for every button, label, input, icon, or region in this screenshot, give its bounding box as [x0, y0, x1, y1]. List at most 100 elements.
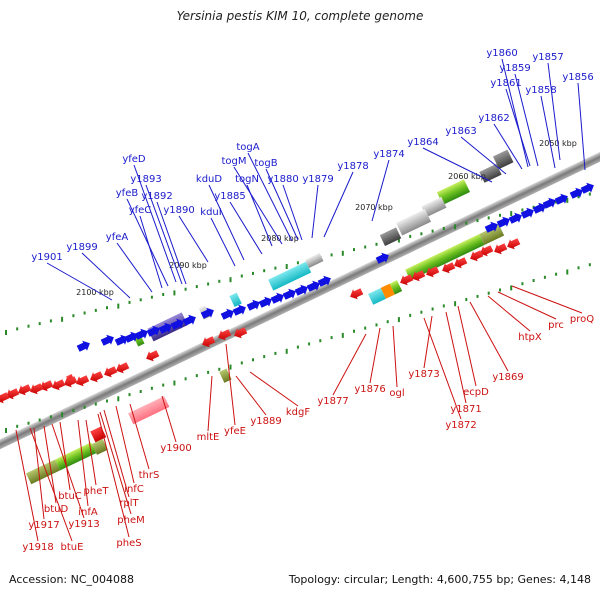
forward-gene-arrow	[554, 193, 568, 205]
gene-label-btuD: btuD	[44, 504, 69, 515]
forward-gene-arrow	[270, 292, 284, 304]
reverse-gene-arrow	[442, 262, 456, 274]
tick-mark	[420, 232, 423, 236]
forward-gene-arrow	[258, 296, 272, 308]
tick-mark	[94, 402, 97, 406]
callout-line	[247, 152, 293, 242]
tick-mark	[38, 322, 41, 326]
tick-mark	[184, 287, 187, 291]
gene-label-y1864: y1864	[407, 137, 438, 148]
scale-ticks	[5, 192, 591, 433]
tick-mark	[173, 380, 176, 386]
tick-mark	[308, 342, 311, 346]
tick-mark	[588, 263, 591, 267]
tick-mark	[38, 418, 41, 422]
tick-mark	[555, 200, 558, 204]
tick-mark	[566, 269, 569, 275]
forward-gene-arrow	[306, 280, 320, 292]
reverse-gene-arrow	[30, 383, 44, 395]
callout-line	[208, 184, 245, 261]
gene-label-y1857: y1857	[532, 52, 563, 63]
callout-line	[59, 421, 71, 491]
tick-mark	[431, 229, 434, 233]
tick-mark	[409, 234, 412, 238]
forward-gene-arrow	[508, 212, 522, 224]
tick-mark	[61, 412, 64, 418]
callout-line	[210, 217, 236, 267]
gene-label-htpX: htpX	[518, 332, 542, 343]
tick-mark	[139, 298, 142, 302]
tick-mark	[431, 307, 434, 311]
forward-gene-arrow	[200, 307, 214, 319]
callout-line	[493, 123, 523, 170]
forward-gene-arrow	[114, 334, 128, 346]
gene-label-y1917: y1917	[28, 520, 59, 531]
tick-mark	[330, 253, 333, 257]
forward-gene-arrow	[317, 275, 331, 287]
reverse-gene-arrow	[18, 384, 32, 396]
figure-title: Yersinia pestis KIM 10, complete genome	[176, 9, 424, 23]
gene-label-y1861: y1861	[490, 78, 521, 89]
tick-mark	[397, 237, 400, 243]
reverse-gene-arrow	[426, 266, 440, 278]
gene-label-y1879: y1879	[302, 174, 333, 185]
tick-mark	[521, 282, 524, 286]
forward-gene-arrow	[158, 322, 172, 334]
tick-mark	[27, 421, 30, 425]
gene-label-y1859: y1859	[499, 63, 530, 74]
callout-line	[85, 419, 97, 486]
gene-label-y1893: y1893	[130, 174, 161, 185]
callout-line	[51, 423, 85, 519]
tick-mark	[353, 329, 355, 333]
tick-mark	[72, 314, 75, 318]
forward-gene-arrow	[100, 334, 114, 346]
tick-mark	[139, 390, 142, 393]
genome-backbone	[0, 132, 600, 469]
tick-mark	[341, 250, 344, 256]
gene-label-yfeE: yfeE	[224, 426, 246, 437]
callout-line	[81, 252, 131, 299]
gene-label-btuE: btuE	[61, 542, 84, 553]
callout-line	[505, 88, 531, 167]
forward-gene-arrow	[375, 252, 389, 264]
gene-label-togB: togB	[254, 158, 277, 169]
gene-label-y1900: y1900	[160, 443, 191, 454]
reverse-gene-arrow	[116, 362, 130, 374]
reverse-gene-arrow	[40, 380, 54, 392]
scale-label: 2080 kbp	[261, 234, 299, 243]
gene-label-y1862: y1862	[478, 113, 509, 124]
tick-mark	[364, 245, 367, 249]
gene-arrows	[0, 182, 594, 404]
gene-label-rplT: rplT	[119, 498, 139, 509]
reverse-gene-arrow	[64, 376, 78, 388]
callout-line	[246, 184, 273, 247]
tick-mark	[173, 290, 176, 296]
gene-label-togN: togN	[235, 174, 259, 185]
scale-label: 2060 kbp	[448, 172, 486, 181]
tick-mark	[162, 383, 165, 387]
reverse-gene-arrow	[470, 250, 484, 262]
tick-mark	[240, 274, 243, 278]
gene-label-btuC: btuC	[58, 491, 82, 502]
forward-gene-arrow	[146, 325, 160, 337]
gene-label-y1889: y1889	[250, 416, 281, 427]
gene-label-kdgF: kdgF	[286, 407, 310, 418]
forward-gene-arrow	[532, 202, 546, 214]
tick-mark	[94, 308, 97, 312]
gene-label-kduD: kduD	[196, 174, 222, 185]
gene-label-yfeA: yfeA	[106, 232, 129, 243]
tick-mark	[274, 266, 277, 270]
tick-mark	[420, 310, 423, 314]
reverse-gene-arrow	[234, 327, 248, 339]
gene-label-y1873: y1873	[408, 369, 439, 380]
reverse-gene-arrow	[0, 392, 10, 404]
tick-mark	[274, 351, 277, 355]
tick-mark	[162, 293, 165, 296]
tick-mark	[577, 266, 580, 270]
tick-mark	[83, 405, 86, 409]
tick-mark	[117, 396, 120, 402]
tick-mark	[5, 428, 7, 433]
tick-mark	[555, 272, 558, 276]
callout-line	[145, 184, 183, 285]
